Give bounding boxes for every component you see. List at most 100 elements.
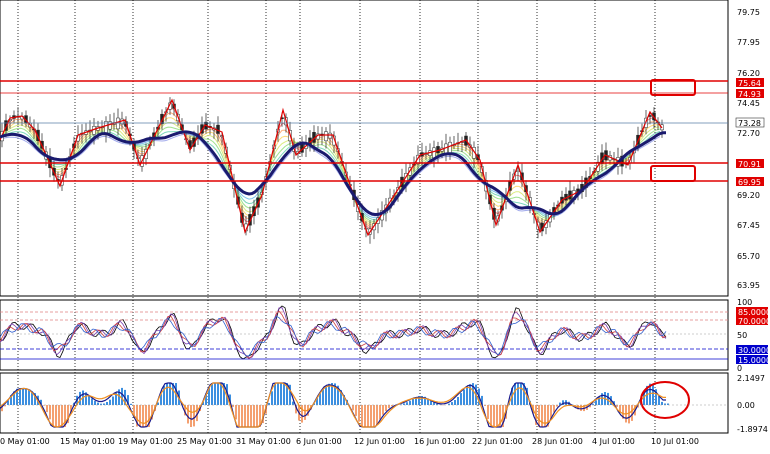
price-tag-current: 73.28: [738, 119, 761, 128]
macd-histogram-bar: [145, 405, 147, 427]
macd-histogram-bar: [412, 399, 414, 405]
macd-histogram-bar: [388, 405, 390, 408]
macd-axis[interactable]: 2.1497 0.00 -1.8974: [737, 374, 768, 434]
price-axis[interactable]: 79.75 77.95 76.20 74.45 72.70 69.20 67.4…: [737, 8, 760, 290]
macd-histogram-bar: [253, 405, 255, 427]
price-tick: 74.45: [737, 99, 760, 108]
macd-histogram-bar: [280, 383, 282, 405]
time-tick: 25 May 01:00: [177, 437, 232, 446]
macd-histogram-bar: [517, 383, 519, 405]
macd-histogram-bar: [139, 405, 141, 427]
macd-histogram-bar: [94, 401, 96, 405]
macd-histogram-bar: [241, 405, 243, 427]
macd-histogram-bar: [373, 405, 375, 427]
macd-histogram-bar: [112, 397, 114, 406]
macd-histogram-bar: [238, 405, 240, 427]
price-tick: 76.20: [737, 69, 760, 78]
macd-histogram-bar: [409, 401, 411, 405]
macd-histogram-bar: [379, 405, 381, 420]
macd-histogram-bar: [25, 389, 27, 405]
main-price-panel[interactable]: [0, 0, 728, 296]
macd-histogram-bar: [520, 383, 522, 405]
macd-histogram-bar: [28, 390, 30, 405]
macd-histogram-bar: [235, 405, 237, 419]
macd-histogram-bar: [247, 405, 249, 427]
time-tick: 0 May 01:00: [0, 437, 50, 446]
macd-histogram-bar: [97, 403, 99, 405]
time-tick: 19 May 01:00: [118, 437, 173, 446]
macd-histogram-bar: [325, 387, 327, 405]
macd-histogram-bar: [19, 388, 21, 405]
macd-histogram-bar: [79, 392, 81, 405]
macd-histogram-bar: [463, 390, 465, 406]
price-tick: 67.45: [737, 221, 760, 230]
macd-histogram-bar: [652, 385, 654, 406]
macd-histogram-bar: [244, 405, 246, 427]
macd-histogram-bar: [214, 383, 216, 405]
macd-histogram-bar: [193, 405, 195, 426]
macd-histogram-bar: [121, 388, 123, 405]
macd-histogram-bar: [496, 405, 498, 427]
macd-histogram-bar: [271, 391, 273, 405]
price-tick: 69.20: [737, 191, 760, 200]
macd-histogram-bar: [358, 405, 360, 422]
time-tick: 15 May 01:00: [60, 437, 115, 446]
osc-level-tag: 15.0000: [738, 356, 770, 365]
macd-histogram-bar: [628, 405, 630, 423]
macd-histogram-bar: [607, 393, 609, 405]
macd-histogram-bar: [580, 405, 582, 411]
time-tick: 28 Jun 01:00: [532, 437, 583, 446]
macd-histogram-bar: [364, 405, 366, 427]
macd-histogram-bar: [451, 402, 453, 405]
time-tick: 16 Jun 01:00: [414, 437, 465, 446]
macd-histogram-bar: [274, 383, 276, 405]
macd-histogram-bar: [460, 393, 462, 405]
macd-histogram-bar: [466, 387, 468, 406]
time-tick: 10 Jul 01:00: [651, 437, 699, 446]
macd-histogram-bar: [190, 405, 192, 427]
macd-histogram-bar: [514, 383, 516, 405]
macd-histogram-bar: [91, 398, 93, 405]
macd-histogram-bar: [88, 396, 90, 406]
macd-histogram-bar: [304, 405, 306, 420]
osc-level-tag: 85.0000: [738, 308, 770, 317]
macd-histogram-bar: [109, 400, 111, 405]
macd-histogram-bar: [55, 405, 57, 427]
macd-histogram-bar: [130, 404, 132, 405]
price-tag-low: 70.91: [738, 160, 761, 169]
price-tag-top2: 74.93: [738, 90, 761, 99]
time-tick: 4 Jul 01:00: [592, 437, 635, 446]
macd-histogram-bar: [382, 405, 384, 415]
price-tick: 63.95: [737, 281, 760, 290]
macd-histogram-bar: [277, 383, 279, 405]
macd-histogram-bar: [385, 405, 387, 411]
macd-histogram-bar: [106, 402, 108, 405]
price-tick: 77.95: [737, 38, 760, 47]
macd-histogram-bar: [250, 405, 252, 427]
macd-histogram-bar: [355, 405, 357, 416]
time-axis[interactable]: 0 May 01:00 15 May 01:00 19 May 01:00 25…: [0, 437, 699, 446]
macd-histogram-bar: [493, 405, 495, 427]
osc-tick: 100: [737, 298, 752, 307]
macd-histogram-bar: [166, 383, 168, 405]
oscillator-axis[interactable]: 100 85.0000 70.0000 50 30.0000 15.0000 0: [736, 298, 770, 373]
macd-histogram-bar: [376, 405, 378, 425]
macd-histogram-bar: [49, 405, 51, 419]
macd-histogram-bar: [211, 383, 213, 405]
macd-histogram-bar: [541, 405, 543, 427]
time-tick: 12 Jun 01:00: [354, 437, 405, 446]
osc-level-tag: 70.0000: [738, 317, 770, 326]
macd-histogram-bar: [22, 388, 24, 405]
time-tick: 22 Jun 01:00: [472, 437, 523, 446]
macd-histogram-bar: [328, 384, 330, 405]
price-tick: 79.75: [737, 8, 760, 17]
macd-tick: 2.1497: [737, 374, 765, 383]
osc-tick: 0: [737, 364, 742, 373]
macd-histogram-bar: [187, 405, 189, 424]
macd-histogram-bar: [367, 405, 369, 427]
time-tick: 31 May 01:00: [236, 437, 291, 446]
price-tick: 72.70: [737, 129, 760, 138]
macd-histogram-bar: [661, 402, 663, 405]
